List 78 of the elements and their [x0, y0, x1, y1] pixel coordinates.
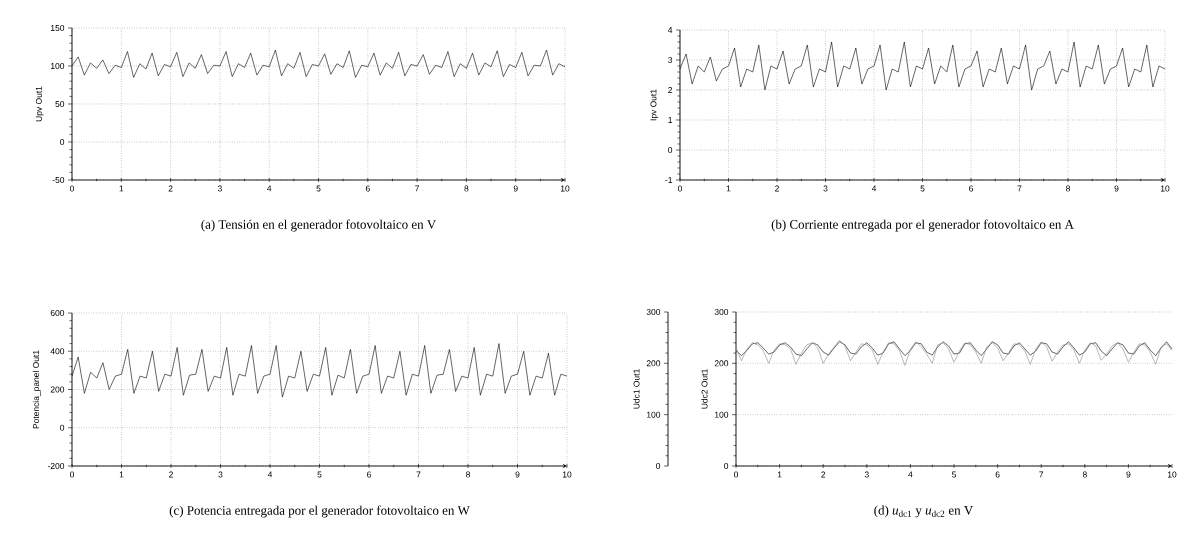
text: (b) Corriente entregada por el generador fotovoltaico en A [771, 219, 1074, 232]
y-tick-label: -200 [47, 463, 65, 469]
x-tick-label: 9 [1126, 471, 1131, 478]
y-tick-label: 150 [50, 25, 65, 31]
x-tick-label: 6 [969, 185, 973, 192]
x-tick-label: 2 [169, 471, 173, 478]
x-tick-label: 8 [1082, 471, 1087, 478]
y2-tick-label: 0 [724, 463, 729, 469]
x-tick-label: 1 [726, 185, 731, 192]
x-tick-label: 10 [560, 185, 570, 192]
y-tick-label: 300 [646, 309, 661, 315]
x-tick-label: 4 [908, 471, 913, 478]
x-tick-label: 1 [119, 185, 124, 192]
y-axis-title: Upv Out1 [35, 86, 44, 122]
x-tick-label: 9 [513, 185, 518, 192]
y-axis-title: Ipv Out1 [650, 89, 659, 121]
y-tick-label: 50 [55, 101, 65, 107]
x-tick-label: 10 [1167, 471, 1177, 478]
x-tick-label: 7 [415, 185, 420, 192]
y2-tick-label: 200 [714, 360, 729, 367]
y-tick-label: 0 [60, 139, 65, 145]
x-tick-label: 5 [952, 471, 957, 478]
y-axis-title: Udc1 Out1 [633, 369, 640, 409]
x-tick-label: 0 [733, 471, 739, 478]
y-tick-label: -50 [52, 177, 65, 183]
text: (c) Potencia entregada por el generador fotovoltaico en W [169, 505, 470, 518]
x-tick-label: 6 [367, 471, 371, 478]
x-tick-label: 3 [218, 471, 223, 478]
x-tick-label: 1 [777, 471, 782, 478]
x-tick-label: 8 [464, 185, 469, 192]
y-tick-label: 400 [50, 348, 65, 355]
y-tick-label: 0 [668, 147, 673, 153]
y-tick-label: 600 [50, 310, 65, 316]
x-tick-label: 2 [821, 471, 826, 478]
y-tick-label: 4 [667, 27, 673, 33]
x-tick-label: 5 [920, 185, 925, 192]
y2-tick-label: 300 [714, 309, 729, 315]
x-tick-label: 0 [69, 471, 75, 478]
x-tick-label: 7 [416, 471, 421, 478]
y-tick-label: 100 [50, 63, 65, 69]
x-tick-label: 8 [1066, 185, 1070, 192]
y-tick-label: 100 [647, 411, 661, 418]
y-tick-label: 200 [646, 360, 661, 367]
x-tick-label: 5 [317, 471, 322, 478]
text: (d) u$_{dc1}$ y u$_{dc2}$ en V [874, 505, 974, 518]
x-tick-label: 5 [316, 185, 321, 192]
y2-axis-title: Udc2 Out1 [701, 369, 708, 409]
x-tick-label: 7 [1017, 185, 1022, 192]
y-tick-label: 3 [668, 57, 673, 63]
text: (a) Tensión en el generador fotovoltaico en V [201, 219, 437, 232]
x-tick-label: 0 [69, 185, 75, 192]
x-tick-label: 10 [1160, 185, 1170, 192]
x-tick-label: 3 [823, 185, 828, 192]
x-tick-label: 4 [871, 185, 877, 192]
x-tick-label: 2 [168, 185, 173, 192]
x-tick-label: 7 [1039, 471, 1044, 478]
x-tick-label: 4 [267, 471, 273, 478]
x-tick-label: 9 [1114, 185, 1119, 192]
x-tick-label: 8 [466, 471, 470, 478]
x-tick-label: 6 [365, 185, 370, 192]
y-tick-label: 2 [668, 87, 673, 93]
x-tick-label: 0 [677, 185, 683, 192]
x-tick-label: 10 [562, 471, 572, 478]
line-series [735, 339, 1173, 366]
x-tick-label: 1 [119, 471, 124, 478]
y-tick-label: 1 [668, 117, 673, 123]
x-tick-label: 3 [864, 471, 869, 478]
y-tick-label: 0 [60, 424, 65, 431]
x-tick-label: 2 [775, 185, 779, 192]
y-tick-label: 0 [656, 463, 661, 469]
y-tick-label: -1 [665, 177, 673, 183]
x-tick-label: 6 [995, 471, 1000, 478]
y-tick-label: 200 [50, 386, 65, 393]
y2-tick-label: 100 [715, 411, 729, 418]
x-tick-label: 4 [267, 185, 272, 192]
y-axis-title: Potencia_panel Out1 [32, 350, 41, 429]
x-tick-label: 9 [515, 471, 520, 478]
x-tick-label: 3 [217, 185, 222, 192]
